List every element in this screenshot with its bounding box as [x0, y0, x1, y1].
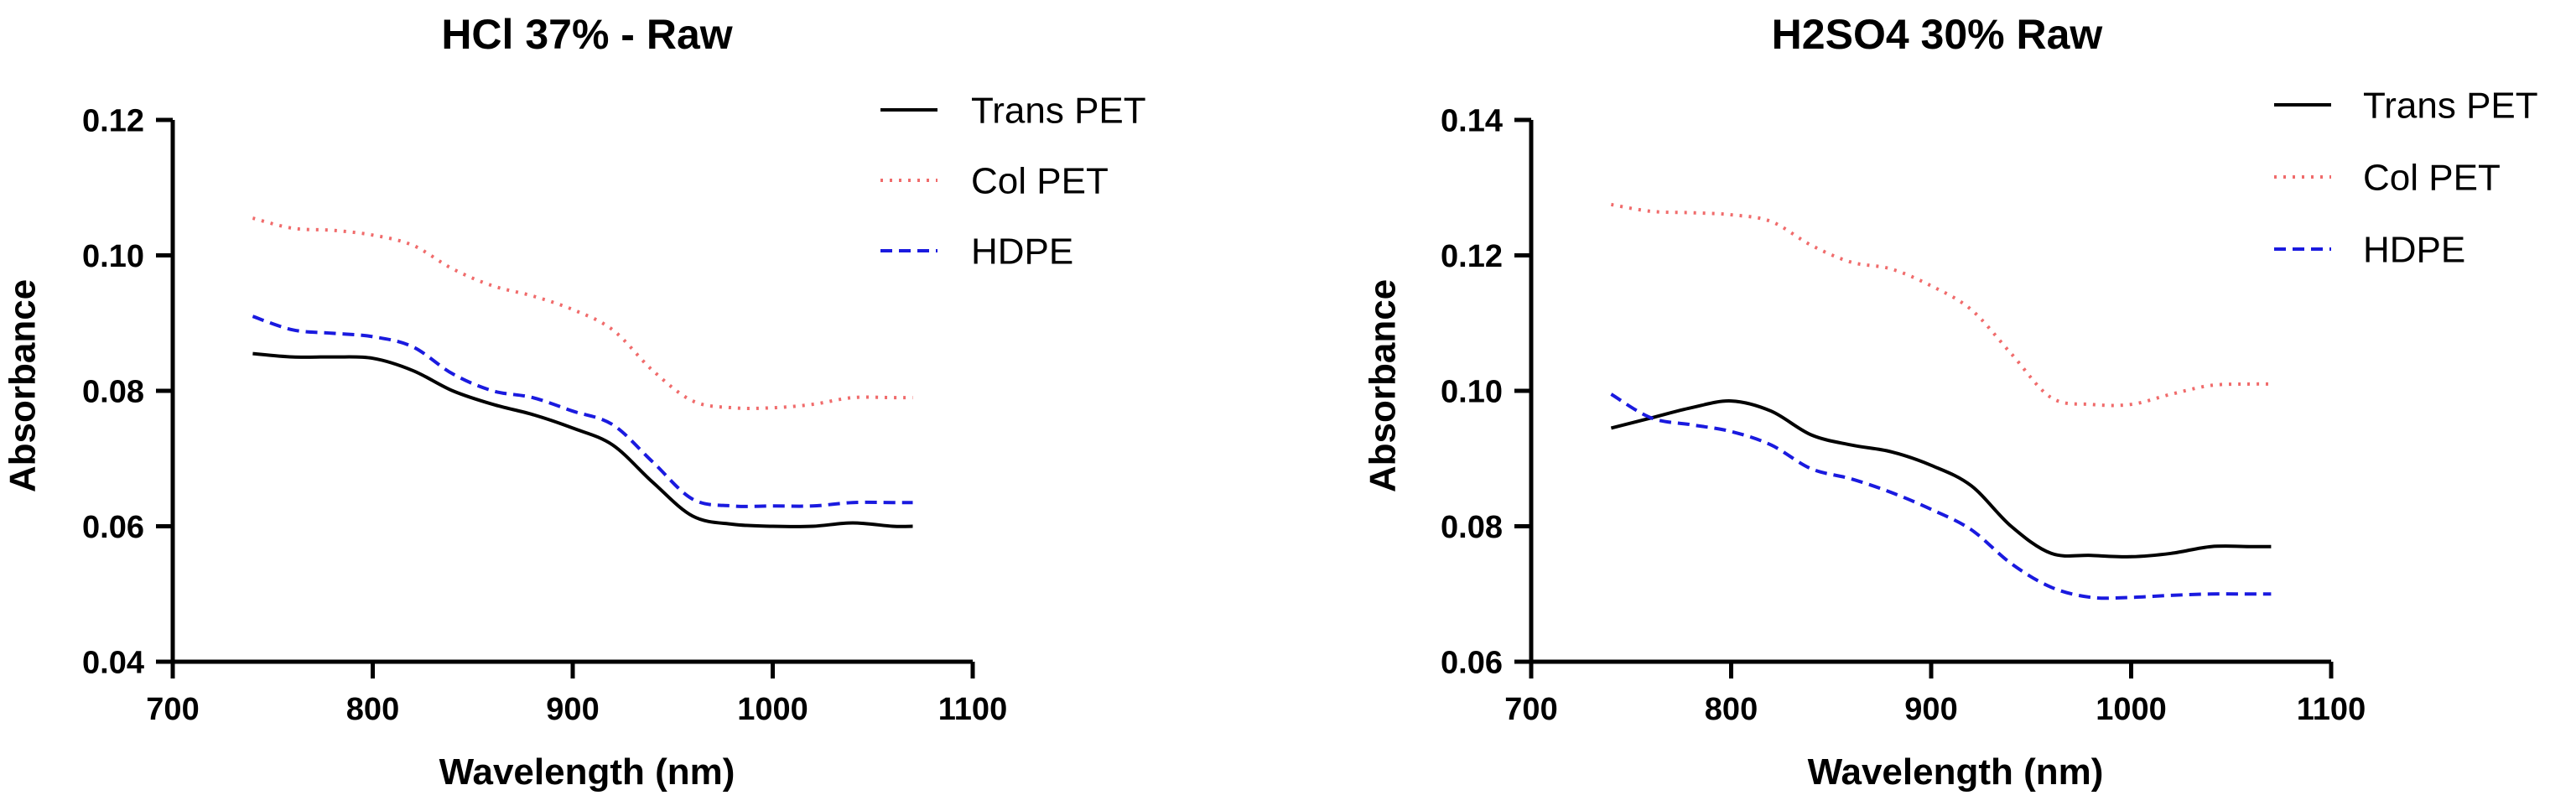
x-tick-label: 1100	[938, 692, 1007, 727]
y-tick-label: 0.06	[82, 510, 144, 545]
y-tick-label: 0.06	[1441, 645, 1503, 680]
legend-label: Trans PET	[971, 90, 1146, 131]
series-line-col-pet	[1611, 202, 2272, 408]
x-axis-label: Wavelength (nm)	[439, 751, 735, 793]
legend-label: Trans PET	[2363, 85, 2538, 126]
x-tick-label: 1000	[737, 692, 808, 727]
y-tick-label: 0.12	[82, 103, 144, 138]
y-tick-label: 0.12	[1441, 239, 1503, 274]
legend-label: Col PET	[971, 160, 1109, 201]
x-tick-label: 800	[1705, 692, 1758, 727]
y-tick-label: 0.14	[1441, 103, 1503, 138]
series-line-trans-pet	[1610, 399, 2272, 559]
y-tick-label: 0.08	[82, 374, 144, 409]
chart-h2so4: H2SO4 30% Raw Absorbance Wavelength (nm)…	[1362, 11, 2537, 793]
series-line-hdpe	[1610, 393, 2272, 600]
series-line-trans-pet	[252, 351, 913, 528]
x-tick-label: 900	[1904, 692, 1957, 727]
x-tick-label: 900	[546, 692, 599, 727]
chart-hcl: HCl 37% - Raw Absorbance Wavelength (nm)…	[2, 11, 1145, 793]
y-tick-label: 0.10	[1441, 374, 1503, 409]
y-tick-label: 0.10	[82, 239, 144, 274]
chart-title: HCl 37% - Raw	[441, 11, 732, 58]
x-tick-label: 700	[146, 692, 199, 727]
y-tick-label: 0.04	[82, 645, 144, 680]
x-tick-label: 800	[346, 692, 399, 727]
legend-label: Col PET	[2363, 157, 2501, 198]
y-axis-label: Absorbance	[2, 279, 43, 492]
y-axis-label: Absorbance	[1362, 279, 1403, 492]
chart-title: H2SO4 30% Raw	[1772, 11, 2103, 58]
series-line-col-pet	[252, 216, 913, 410]
x-axis-label: Wavelength (nm)	[1808, 751, 2104, 793]
series-line-hdpe	[252, 315, 913, 508]
y-tick-label: 0.08	[1441, 510, 1503, 545]
x-tick-label: 700	[1504, 692, 1557, 727]
legend-label: HDPE	[2363, 229, 2465, 270]
legend-label: HDPE	[971, 231, 1073, 272]
x-tick-label: 1100	[2297, 692, 2366, 727]
x-tick-label: 1000	[2096, 692, 2167, 727]
